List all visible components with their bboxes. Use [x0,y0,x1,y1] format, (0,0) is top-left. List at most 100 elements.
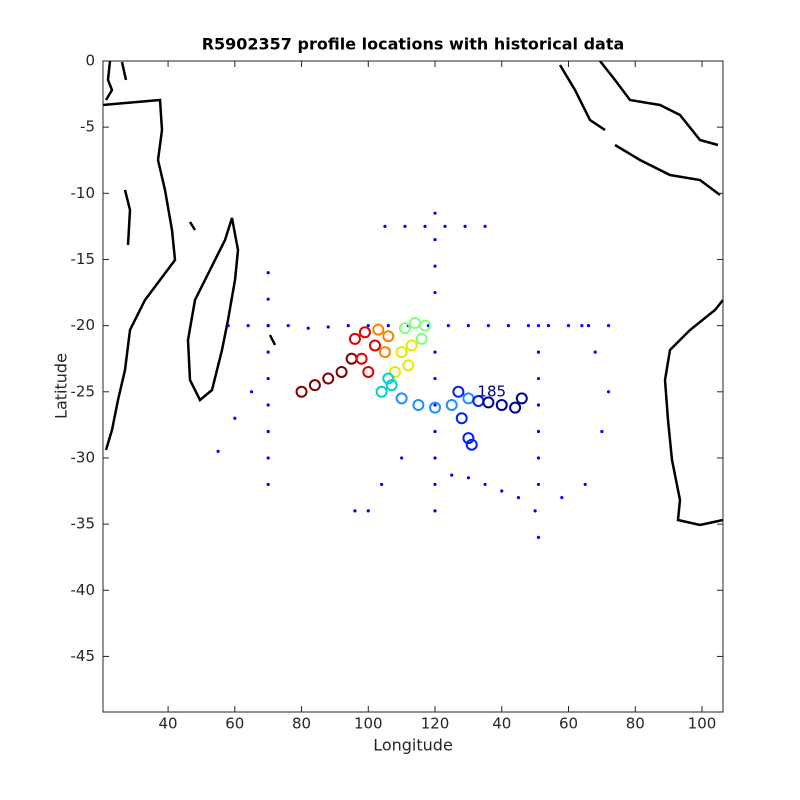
historical-point [546,324,551,328]
historical-point [536,535,541,539]
profile-point [455,412,468,425]
historical-point [383,224,387,228]
profile-point [419,319,432,332]
profile-point [362,365,375,378]
y-axis-label: Latitude [52,353,71,419]
historical-point [266,297,270,301]
profile-point [405,339,418,352]
historical-point [286,324,290,328]
y-tick-label: 0 [85,52,95,70]
profile-point [395,346,408,359]
historical-point [266,350,270,354]
coastlines [102,60,724,527]
historical-point [380,482,384,487]
historical-point [586,324,591,328]
profile-point [335,365,348,378]
historical-point [226,324,230,328]
profile-point [378,346,391,359]
historical-point [366,324,370,328]
historical-point [233,416,237,420]
plot-frame [102,60,724,713]
annotation: 185 [477,382,506,400]
historical-point [433,509,437,513]
y-tick-label: -5 [80,118,95,136]
profile-point [308,379,321,392]
historical-point [433,456,437,460]
historical-point [560,496,564,500]
historical-point [216,449,220,453]
profile-point [382,330,395,343]
historical-point [606,324,611,328]
coastline-indonesia [558,60,721,196]
coastline-australia [663,299,724,527]
profile-point [358,326,371,339]
historical-point [433,264,437,268]
historical-point [506,324,511,328]
historical-point [536,403,541,407]
historical-point [266,376,270,381]
profile-point [445,399,458,412]
historical-point [443,224,447,228]
profile-point [495,399,508,412]
x-tick-label: 60 [225,715,244,733]
profile-point [382,372,395,385]
x-tick-label: 40 [492,715,511,733]
profile-point [402,359,415,372]
profile-point [295,385,308,398]
x-axis-label: Longitude [373,736,453,755]
historical-point [266,456,270,460]
profile-point [462,432,475,445]
historical-point [466,476,470,480]
historical-point [516,496,521,500]
x-tick-label: 100 [354,715,383,733]
historical-point [583,482,587,487]
profile-point [322,372,335,385]
historical-point [536,350,541,354]
x-tick-label: 80 [626,715,645,733]
profile-point [388,365,401,378]
historical-point [433,290,437,295]
profile-point [368,339,381,352]
historical-point [536,429,541,434]
historical-point [483,482,487,487]
historical-point [423,224,427,228]
historical-point [353,509,357,513]
historical-point [266,482,270,487]
historical-point [433,350,437,354]
historical-point [326,325,330,329]
historical-point [466,324,470,328]
historical-point [266,429,270,434]
historical-point [433,238,437,242]
profile-point [355,352,368,365]
profile-point [412,399,425,412]
historical-point [536,376,541,381]
historical-point [403,224,407,228]
historical-point [536,482,541,487]
historical-point [346,324,350,328]
y-tick-label: -10 [71,184,96,202]
historical-point [463,224,467,228]
profile-point [465,438,478,451]
y-tick-label: -45 [71,647,96,665]
y-tick-label: -30 [71,448,96,466]
historical-point [433,429,437,434]
y-tick-label: -20 [71,316,96,334]
profile-point [515,392,528,405]
historical-point [433,403,437,407]
historical-point [500,489,504,493]
historical-point [266,324,270,328]
historical-point [566,324,571,328]
historical-point [366,509,370,513]
historical-point [433,482,437,487]
x-tick-label: 60 [559,715,578,733]
historical-point [600,429,604,434]
historical-point [483,224,487,228]
historical-point [446,324,450,328]
historical-point [249,390,254,394]
profile-point [372,323,385,336]
historical-point [306,326,310,330]
historical-point [450,473,454,477]
profile-point [429,401,442,414]
